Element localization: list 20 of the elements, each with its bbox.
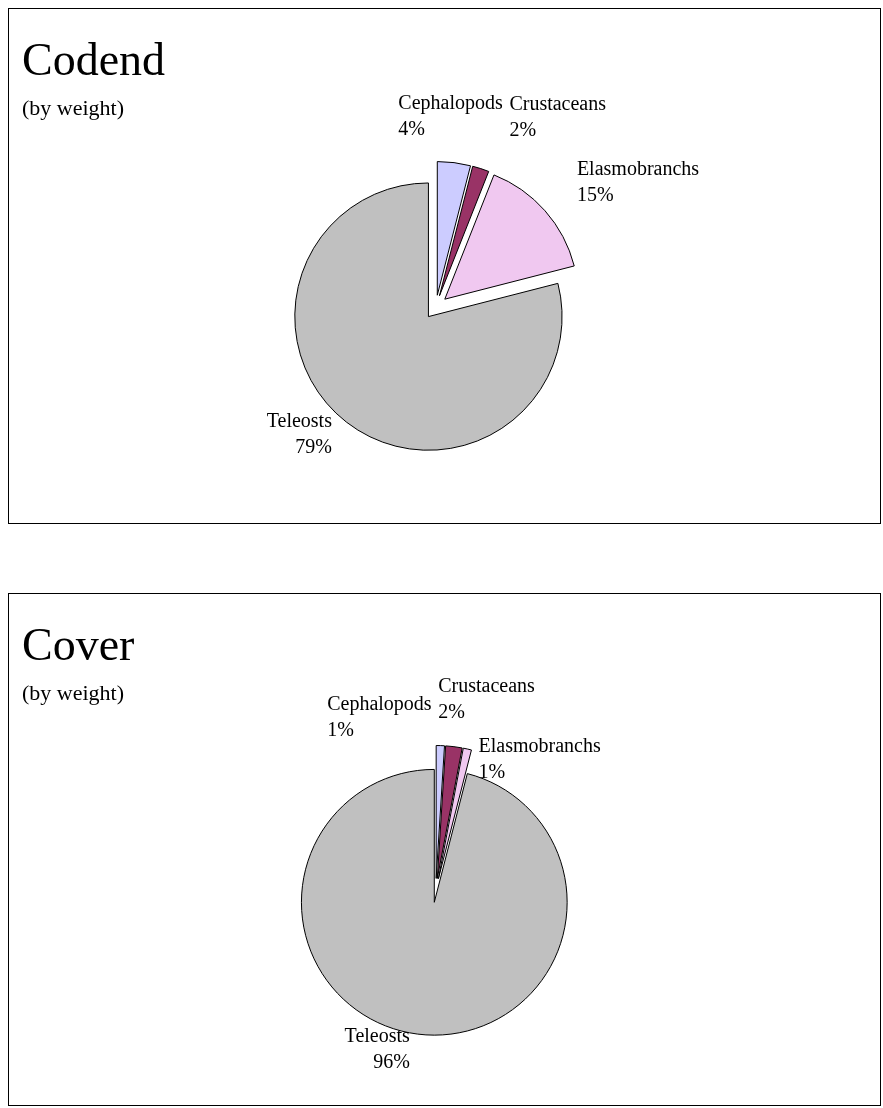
chart-title: Cover [22,618,135,670]
data-label: 2% [509,117,537,140]
slice-label: Cephalopods [398,91,503,115]
slice-label: Crustaceans [509,91,607,114]
slice-label: Teleosts [266,409,333,432]
slice-label: Crustaceans [438,674,536,697]
data-label: 96% [373,1049,410,1072]
slice-label: Elasmobranchs [576,157,700,180]
data-label: 1% [327,718,354,741]
slice-label: Teleosts [344,1023,411,1046]
text: (by weight) [22,94,125,120]
data-label: 79% [295,435,332,458]
data-label: 4% [398,117,425,140]
slice-label: Cephalopods [327,692,432,716]
chart-title: Codend [22,33,166,85]
data-label: 2% [438,700,465,723]
text: (by weight) [22,679,125,705]
data-label: 1% [478,760,506,783]
data-label: 15% [576,183,614,206]
slice-label: Elasmobranchs [478,734,601,757]
